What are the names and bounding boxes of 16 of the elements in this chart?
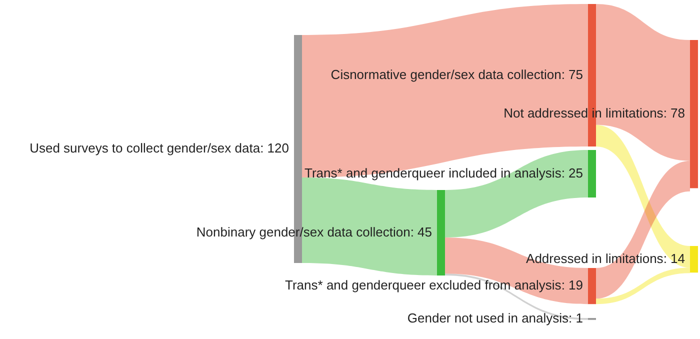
- category-label: Used surveys to collect gender/sex data: [30, 140, 261, 156]
- data-label: : 1: [568, 310, 583, 326]
- data-label: : 78: [663, 106, 685, 121]
- category-label: Trans* and genderqueer excluded from analysis: [285, 278, 562, 293]
- category-label: Addressed in limitations: [526, 250, 664, 266]
- category-label: Nonbinary gender/sex data collection: [196, 224, 410, 240]
- data-label: : 14: [663, 250, 685, 266]
- data-label: : 120: [260, 140, 289, 156]
- data-label: : 45: [410, 224, 432, 240]
- category-label: Not addressed in limitations: [504, 106, 664, 121]
- category-label: Gender not used in analysis: [407, 310, 570, 326]
- data-label: : 19: [561, 278, 583, 293]
- category-label: Cisnormative gender/sex data collection: [330, 66, 562, 82]
- data-label: : 75: [561, 66, 583, 82]
- category-label: Trans* and genderqueer included in analysis: [304, 165, 562, 180]
- data-label: : 25: [561, 165, 583, 180]
